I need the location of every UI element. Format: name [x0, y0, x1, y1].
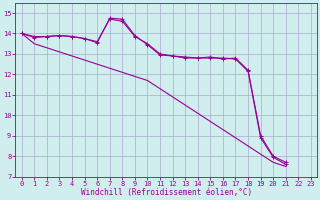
X-axis label: Windchill (Refroidissement éolien,°C): Windchill (Refroidissement éolien,°C) — [81, 188, 252, 197]
